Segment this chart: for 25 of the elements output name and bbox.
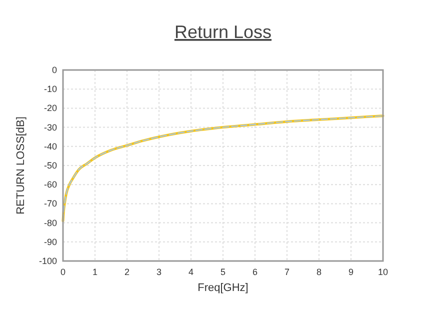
x-tick-label: 10 — [378, 267, 388, 277]
x-axis-title: Freq[GHz] — [198, 282, 248, 294]
y-tick-label: -100 — [38, 256, 57, 266]
y-tick-label: -30 — [44, 122, 57, 132]
chart-title: Return Loss — [174, 22, 272, 42]
y-tick-label: -90 — [44, 236, 57, 247]
y-tick-label: -20 — [44, 103, 57, 114]
x-tick-label: 2 — [124, 267, 130, 277]
y-tick-label: 0 — [52, 65, 57, 75]
x-tick-label: 5 — [220, 267, 226, 277]
x-tick-label: 7 — [284, 267, 290, 277]
y-tick-label: -50 — [44, 160, 57, 170]
y-tick-label: -10 — [44, 84, 57, 94]
x-tick-label: 6 — [252, 267, 258, 277]
x-tick-label: 1 — [92, 267, 98, 277]
y-tick-label: -60 — [44, 180, 57, 190]
y-tick-label: -70 — [44, 198, 57, 209]
y-tick-label: -40 — [44, 141, 57, 152]
y-tick-label: -80 — [44, 218, 57, 228]
x-tick-label: 3 — [156, 267, 162, 277]
y-axis-title: RETURN LOSS[dB] — [15, 116, 27, 214]
x-tick-label: 8 — [316, 267, 322, 277]
x-tick-label: 4 — [188, 267, 194, 277]
x-tick-label: 9 — [348, 267, 354, 277]
x-tick-label: 0 — [60, 267, 66, 277]
